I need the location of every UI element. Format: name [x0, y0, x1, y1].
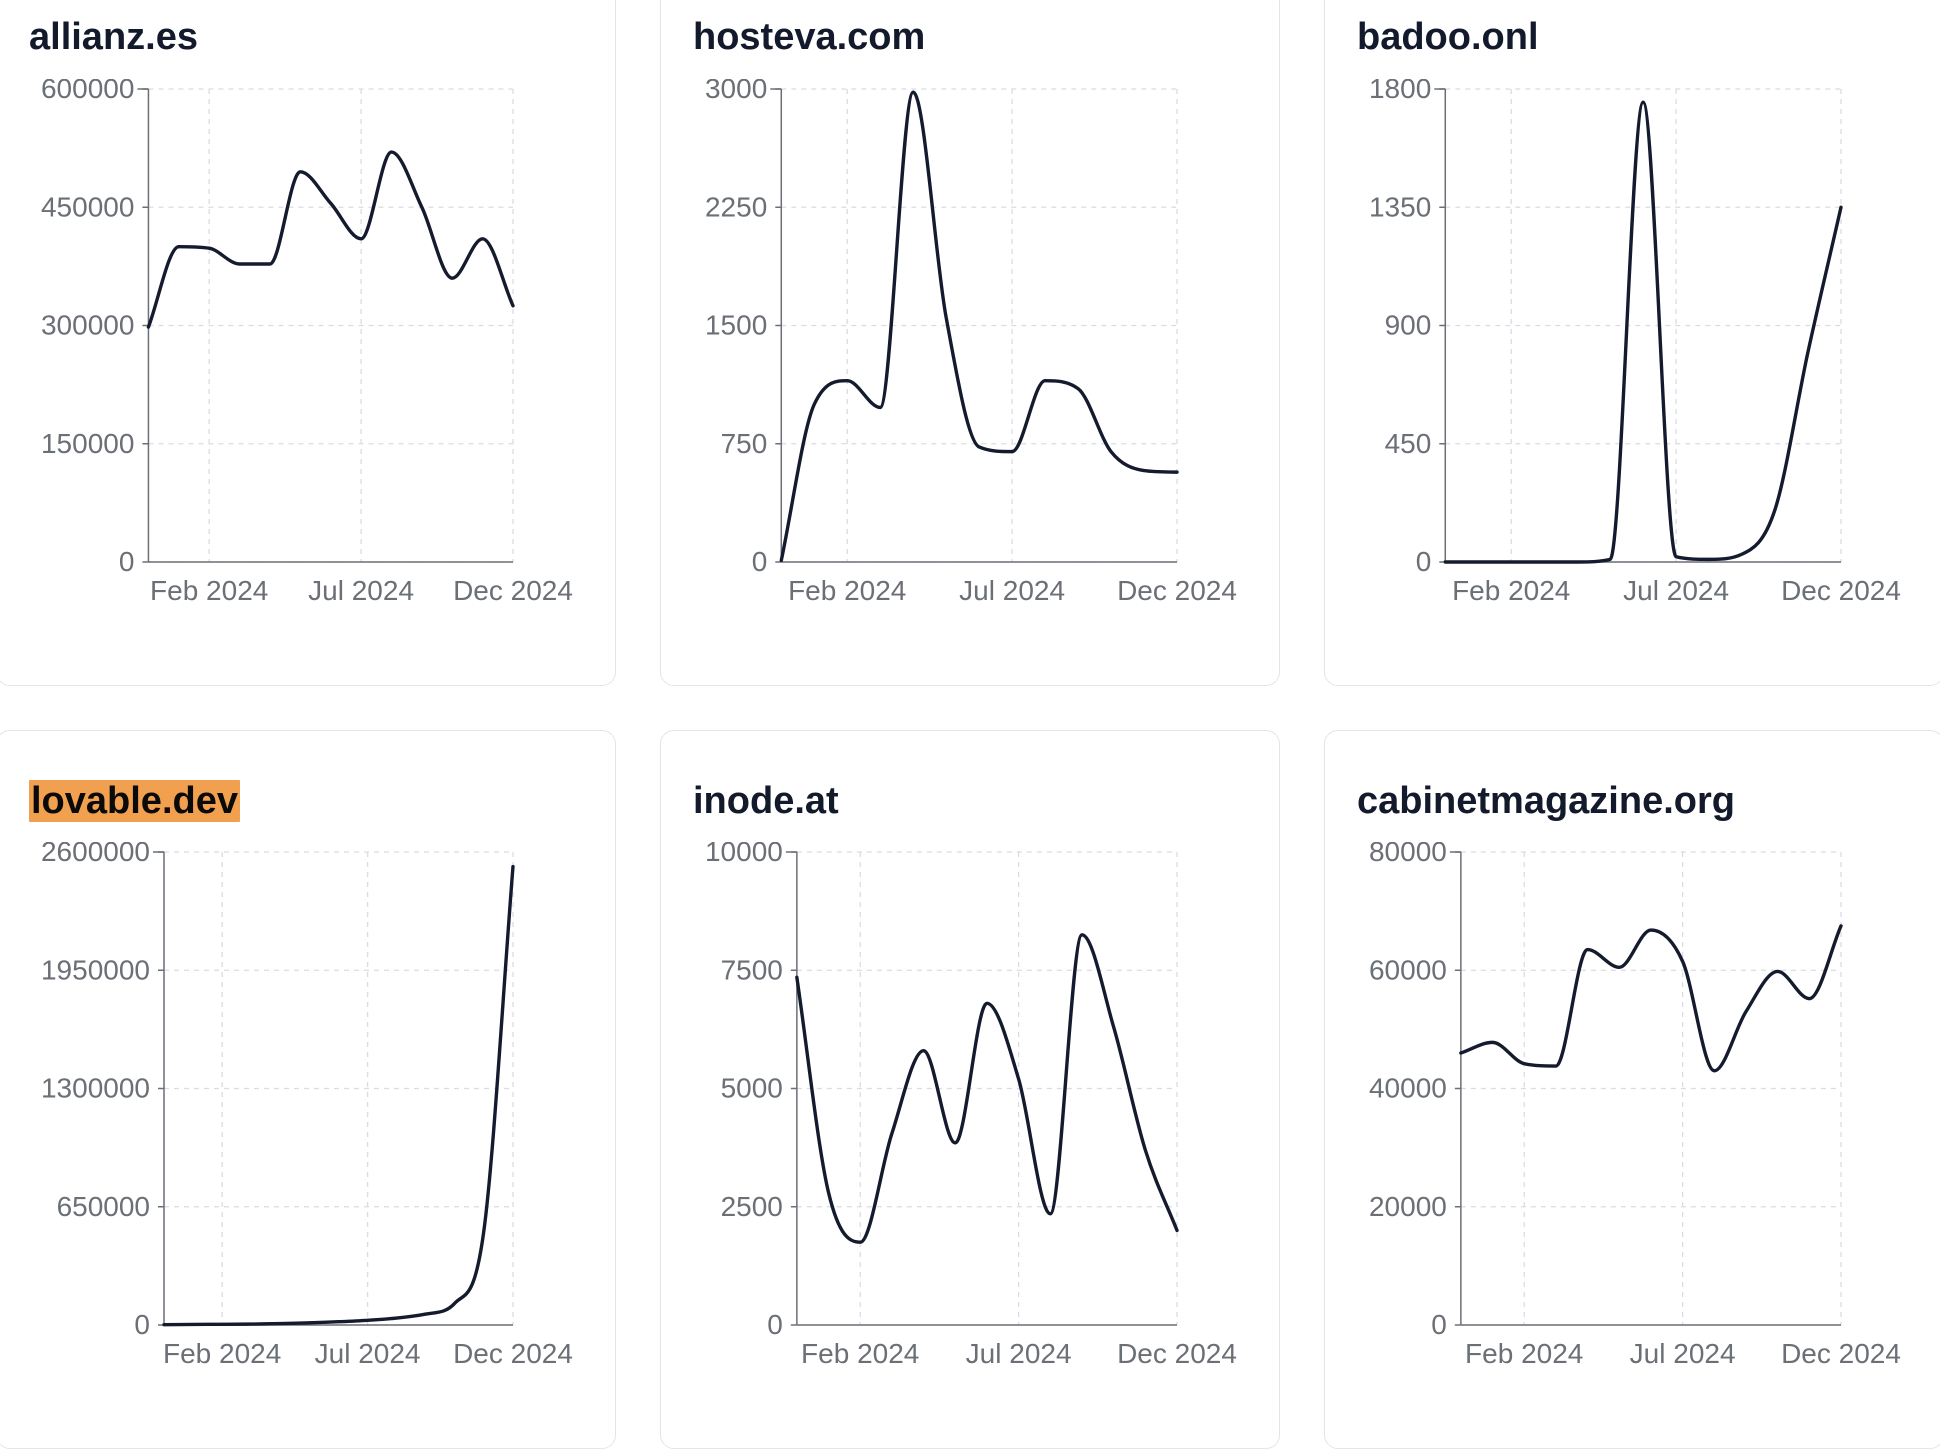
svg-text:Feb 2024: Feb 2024 [150, 575, 268, 606]
svg-text:300000: 300000 [41, 309, 134, 340]
svg-text:150000: 150000 [41, 427, 134, 458]
svg-text:0: 0 [134, 1309, 150, 1340]
svg-text:2500: 2500 [721, 1191, 783, 1222]
svg-text:Jul 2024: Jul 2024 [966, 1338, 1072, 1369]
svg-text:2600000: 2600000 [41, 842, 150, 867]
svg-text:80000: 80000 [1369, 842, 1447, 867]
svg-text:2250: 2250 [705, 191, 767, 222]
svg-text:20000: 20000 [1369, 1191, 1447, 1222]
svg-text:450: 450 [1385, 427, 1432, 458]
svg-text:Feb 2024: Feb 2024 [163, 1338, 281, 1369]
svg-text:450000: 450000 [41, 191, 134, 222]
svg-text:1800: 1800 [1369, 79, 1431, 104]
svg-text:5000: 5000 [721, 1073, 783, 1104]
svg-text:3000: 3000 [705, 79, 767, 104]
svg-text:1300000: 1300000 [41, 1073, 150, 1104]
svg-text:Feb 2024: Feb 2024 [1465, 1338, 1583, 1369]
svg-text:0: 0 [1431, 1309, 1447, 1340]
svg-text:Dec 2024: Dec 2024 [1781, 575, 1901, 606]
svg-text:1500: 1500 [705, 309, 767, 340]
svg-text:10000: 10000 [705, 842, 783, 867]
svg-text:1950000: 1950000 [41, 954, 150, 985]
svg-text:7500: 7500 [721, 954, 783, 985]
svg-text:Jul 2024: Jul 2024 [959, 575, 1065, 606]
svg-text:0: 0 [119, 546, 135, 577]
svg-text:Dec 2024: Dec 2024 [1117, 1338, 1237, 1369]
svg-text:60000: 60000 [1369, 954, 1447, 985]
svg-text:Jul 2024: Jul 2024 [315, 1338, 421, 1369]
svg-text:0: 0 [752, 546, 768, 577]
svg-text:Dec 2024: Dec 2024 [1117, 575, 1237, 606]
svg-text:Jul 2024: Jul 2024 [1630, 1338, 1736, 1369]
svg-text:Dec 2024: Dec 2024 [453, 575, 573, 606]
svg-text:40000: 40000 [1369, 1073, 1447, 1104]
svg-text:Jul 2024: Jul 2024 [308, 575, 414, 606]
svg-text:1350: 1350 [1369, 191, 1431, 222]
svg-text:750: 750 [721, 427, 768, 458]
svg-text:Jul 2024: Jul 2024 [1623, 575, 1729, 606]
svg-text:Dec 2024: Dec 2024 [1781, 1338, 1901, 1369]
svg-text:0: 0 [767, 1309, 783, 1340]
svg-text:Dec 2024: Dec 2024 [453, 1338, 573, 1369]
svg-text:900: 900 [1385, 309, 1432, 340]
svg-text:0: 0 [1416, 546, 1432, 577]
svg-text:Feb 2024: Feb 2024 [1452, 575, 1570, 606]
svg-text:650000: 650000 [57, 1191, 150, 1222]
svg-text:Feb 2024: Feb 2024 [788, 575, 906, 606]
svg-text:Feb 2024: Feb 2024 [801, 1338, 919, 1369]
svg-text:600000: 600000 [41, 79, 134, 104]
